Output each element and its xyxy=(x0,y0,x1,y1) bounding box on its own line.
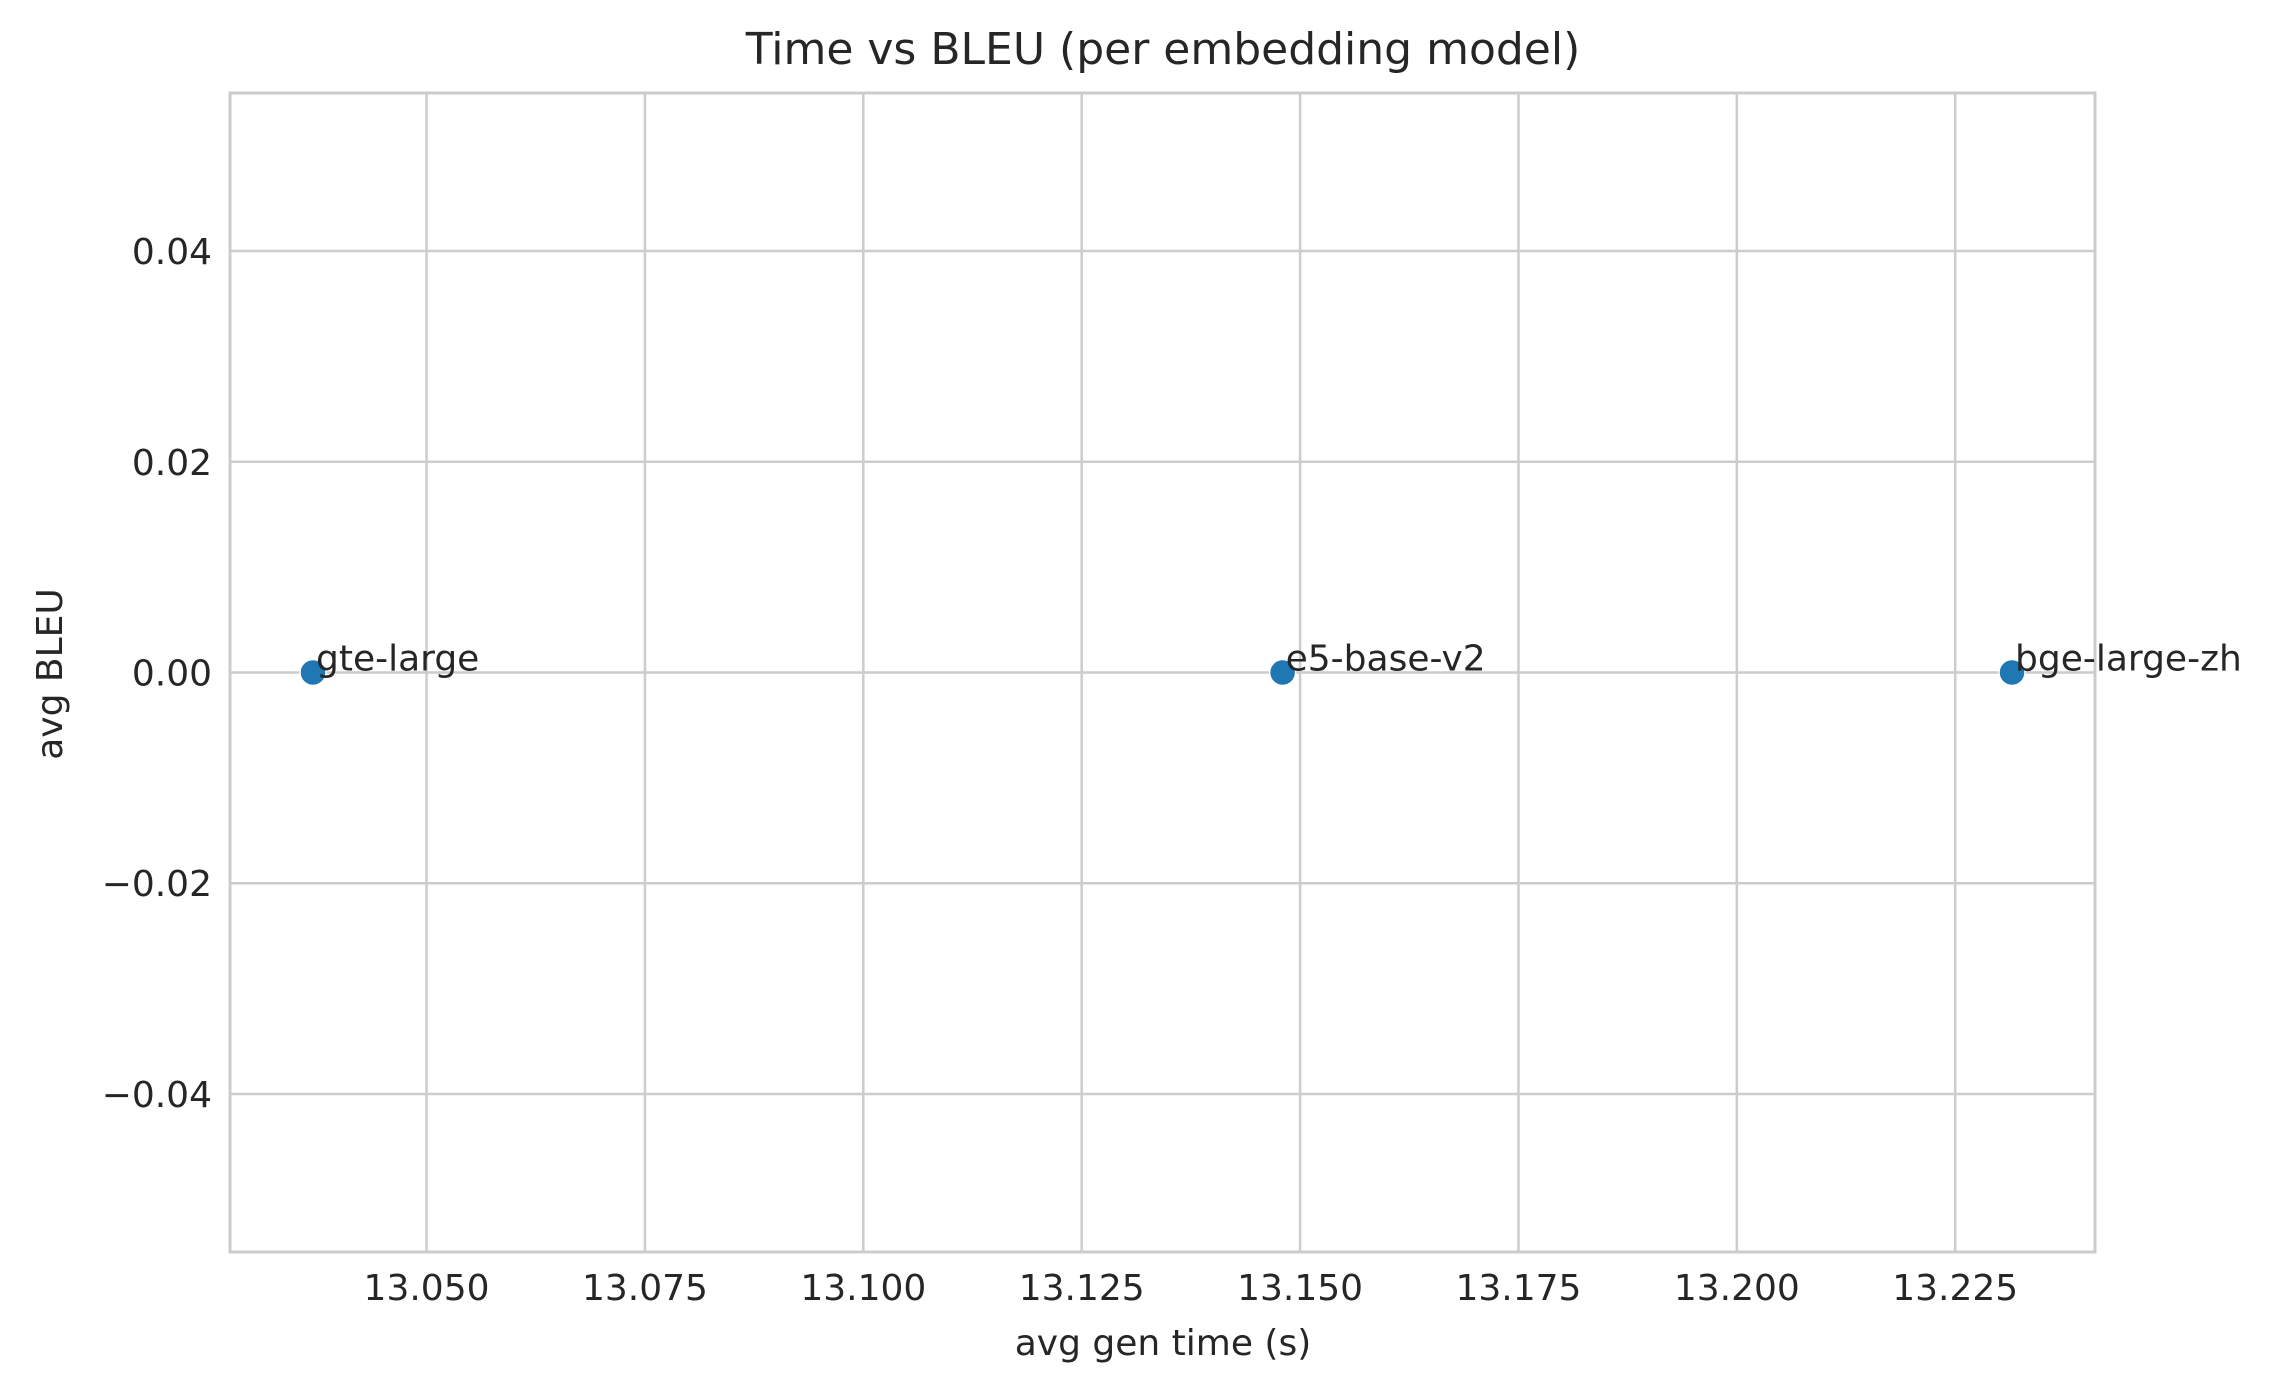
x-tick-label: 13.050 xyxy=(364,1268,490,1309)
chart-title: Time vs BLEU (per embedding model) xyxy=(745,24,1581,75)
x-tick-label: 13.200 xyxy=(1674,1268,1800,1309)
scatter-point xyxy=(1268,658,1297,687)
point-label: gte-large xyxy=(316,639,479,680)
y-tick-label: −0.02 xyxy=(102,864,212,905)
point-label: bge-large-zh xyxy=(2015,639,2242,680)
ticks-layer: 13.050 13.075 13.100 13.125 13.150 13.175 13.2… xyxy=(102,232,2019,1309)
x-tick-label: 13.225 xyxy=(1892,1268,2018,1309)
x-tick-label: 13.150 xyxy=(1237,1268,1363,1309)
y-tick-label: −0.04 xyxy=(102,1075,212,1116)
x-tick-label: 13.175 xyxy=(1455,1268,1581,1309)
scatter-point xyxy=(1998,658,2026,687)
grid-layer xyxy=(230,93,2095,1252)
x-tick-label: 13.125 xyxy=(1019,1268,1145,1309)
y-tick-label: 0.02 xyxy=(132,443,212,484)
y-tick-label: 0.00 xyxy=(132,654,212,695)
point-label: e5-base-v2 xyxy=(1286,639,1486,680)
y-axis-label: avg BLEU xyxy=(30,588,71,760)
y-tick-label: 0.04 xyxy=(132,232,212,273)
scatter-point xyxy=(299,658,327,687)
points-layer: gte-large e5-base-v2 bge-large-zh xyxy=(299,639,2242,687)
x-tick-label: 13.075 xyxy=(582,1268,708,1309)
plot-frame xyxy=(228,91,2097,1254)
x-axis-label: avg gen time (s) xyxy=(1015,1323,1312,1364)
x-tick-label: 13.100 xyxy=(800,1268,926,1309)
